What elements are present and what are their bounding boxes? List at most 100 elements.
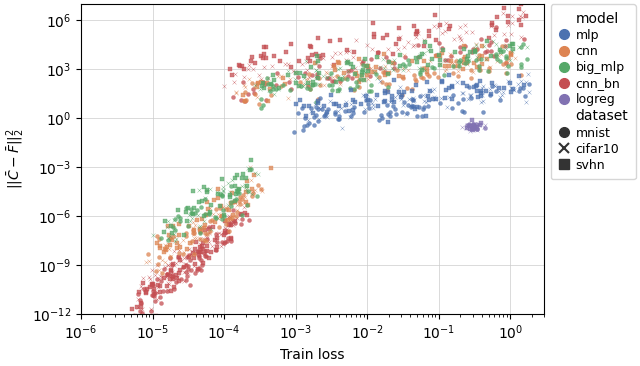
Point — [159, 250, 170, 255]
Point — [233, 189, 243, 195]
Point — [456, 37, 467, 43]
Point — [449, 70, 459, 76]
Point — [390, 94, 400, 100]
Point — [372, 92, 382, 98]
Point — [330, 64, 340, 70]
Point — [335, 37, 345, 43]
Point — [370, 69, 380, 75]
Point — [195, 249, 205, 255]
Point — [501, 37, 511, 43]
Point — [422, 47, 433, 53]
Point — [366, 82, 376, 88]
Point — [363, 65, 373, 71]
Point — [440, 68, 450, 74]
Point — [365, 88, 376, 94]
Point — [152, 289, 162, 295]
Point — [164, 235, 175, 240]
Point — [256, 105, 266, 111]
Point — [402, 111, 412, 116]
Point — [417, 52, 428, 57]
Point — [322, 109, 332, 115]
Point — [499, 5, 509, 11]
Point — [188, 227, 198, 233]
Point — [228, 208, 238, 213]
Point — [313, 35, 323, 41]
Point — [303, 117, 313, 123]
Point — [248, 188, 258, 194]
Point — [469, 48, 479, 54]
Point — [459, 60, 469, 66]
Point — [322, 115, 332, 120]
Point — [477, 43, 487, 49]
Point — [383, 85, 393, 90]
Point — [257, 83, 267, 89]
Point — [412, 113, 422, 119]
Point — [244, 76, 255, 82]
Point — [184, 212, 194, 218]
Point — [312, 74, 322, 80]
Point — [447, 52, 457, 58]
Point — [227, 72, 237, 78]
Point — [383, 58, 393, 64]
Point — [476, 56, 486, 62]
Point — [169, 286, 179, 292]
Point — [136, 300, 146, 306]
Point — [201, 232, 211, 238]
Point — [310, 51, 321, 57]
Point — [452, 63, 463, 69]
Point — [463, 96, 473, 102]
Point — [375, 64, 385, 70]
Point — [329, 62, 339, 68]
Point — [467, 126, 477, 131]
Point — [513, 88, 524, 94]
Point — [177, 237, 188, 243]
Point — [388, 67, 398, 73]
Point — [182, 223, 193, 228]
Point — [218, 241, 228, 247]
Point — [491, 53, 501, 59]
Point — [407, 103, 417, 109]
Point — [363, 97, 373, 103]
Point — [461, 125, 472, 131]
Point — [263, 98, 273, 104]
Point — [184, 224, 194, 229]
Point — [458, 96, 468, 102]
Point — [285, 76, 295, 82]
Point — [312, 100, 323, 106]
Point — [181, 209, 191, 214]
Point — [202, 235, 212, 241]
Point — [189, 255, 199, 261]
Point — [343, 59, 353, 64]
Point — [225, 199, 236, 205]
Point — [155, 294, 165, 300]
Point — [203, 206, 213, 212]
Point — [502, 55, 513, 61]
Point — [291, 70, 301, 75]
Point — [202, 231, 212, 236]
Point — [256, 79, 266, 85]
Point — [505, 80, 515, 86]
Point — [173, 208, 183, 213]
Point — [367, 20, 378, 26]
Point — [381, 54, 392, 60]
Point — [465, 128, 475, 134]
Point — [230, 191, 241, 197]
Point — [380, 98, 390, 104]
Point — [236, 97, 246, 103]
Point — [327, 54, 337, 60]
Point — [479, 43, 489, 49]
Point — [271, 82, 282, 88]
Point — [333, 116, 343, 122]
Point — [239, 194, 250, 199]
Point — [165, 255, 175, 261]
Point — [271, 86, 281, 92]
Point — [516, 64, 526, 70]
Legend: model, mlp, cnn, big_mlp, cnn_bn, logreg, dataset, mnist, cifar10, svhn: model, mlp, cnn, big_mlp, cnn_bn, logreg… — [550, 4, 636, 179]
Point — [209, 237, 220, 243]
Point — [288, 68, 298, 74]
Point — [396, 94, 406, 100]
Point — [241, 189, 252, 195]
Point — [218, 204, 228, 210]
Point — [435, 61, 445, 67]
Point — [241, 199, 252, 205]
